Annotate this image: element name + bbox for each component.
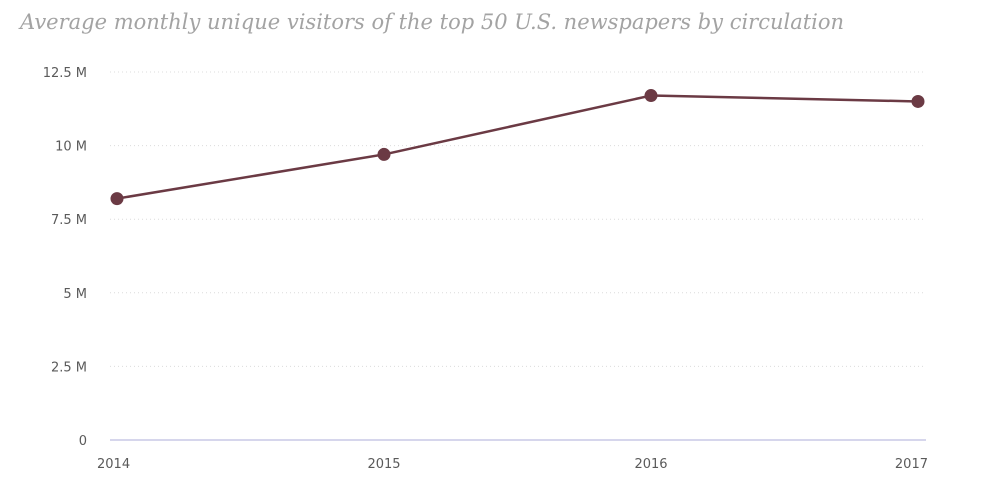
data-point	[911, 94, 925, 108]
x-tick-label: 2014	[97, 457, 130, 472]
data-points	[110, 89, 925, 206]
x-tick-label: 2015	[367, 457, 400, 472]
data-point	[110, 192, 124, 206]
y-tick-label: 5 M	[63, 287, 87, 302]
y-tick-label: 7.5 M	[51, 213, 87, 228]
y-tick-label: 10 M	[55, 140, 87, 155]
y-tick-label: 0	[79, 434, 87, 449]
x-tick-label: 2016	[634, 457, 667, 472]
y-tick-label: 12.5 M	[43, 66, 87, 81]
data-point	[644, 89, 658, 103]
tick-labels: 0 2.5 M 5 M 7.5 M 10 M 12.5 M 2014 2015 2016 2017	[43, 66, 928, 472]
gridlines	[110, 71, 926, 367]
series-lines	[115, 94, 920, 200]
data-point	[377, 147, 391, 161]
y-tick-label: 2.5 M	[51, 360, 87, 375]
series-line	[115, 94, 920, 200]
chart-title: Average monthly unique visitors of the t…	[20, 10, 845, 34]
x-tick-label: 2017	[895, 457, 928, 472]
